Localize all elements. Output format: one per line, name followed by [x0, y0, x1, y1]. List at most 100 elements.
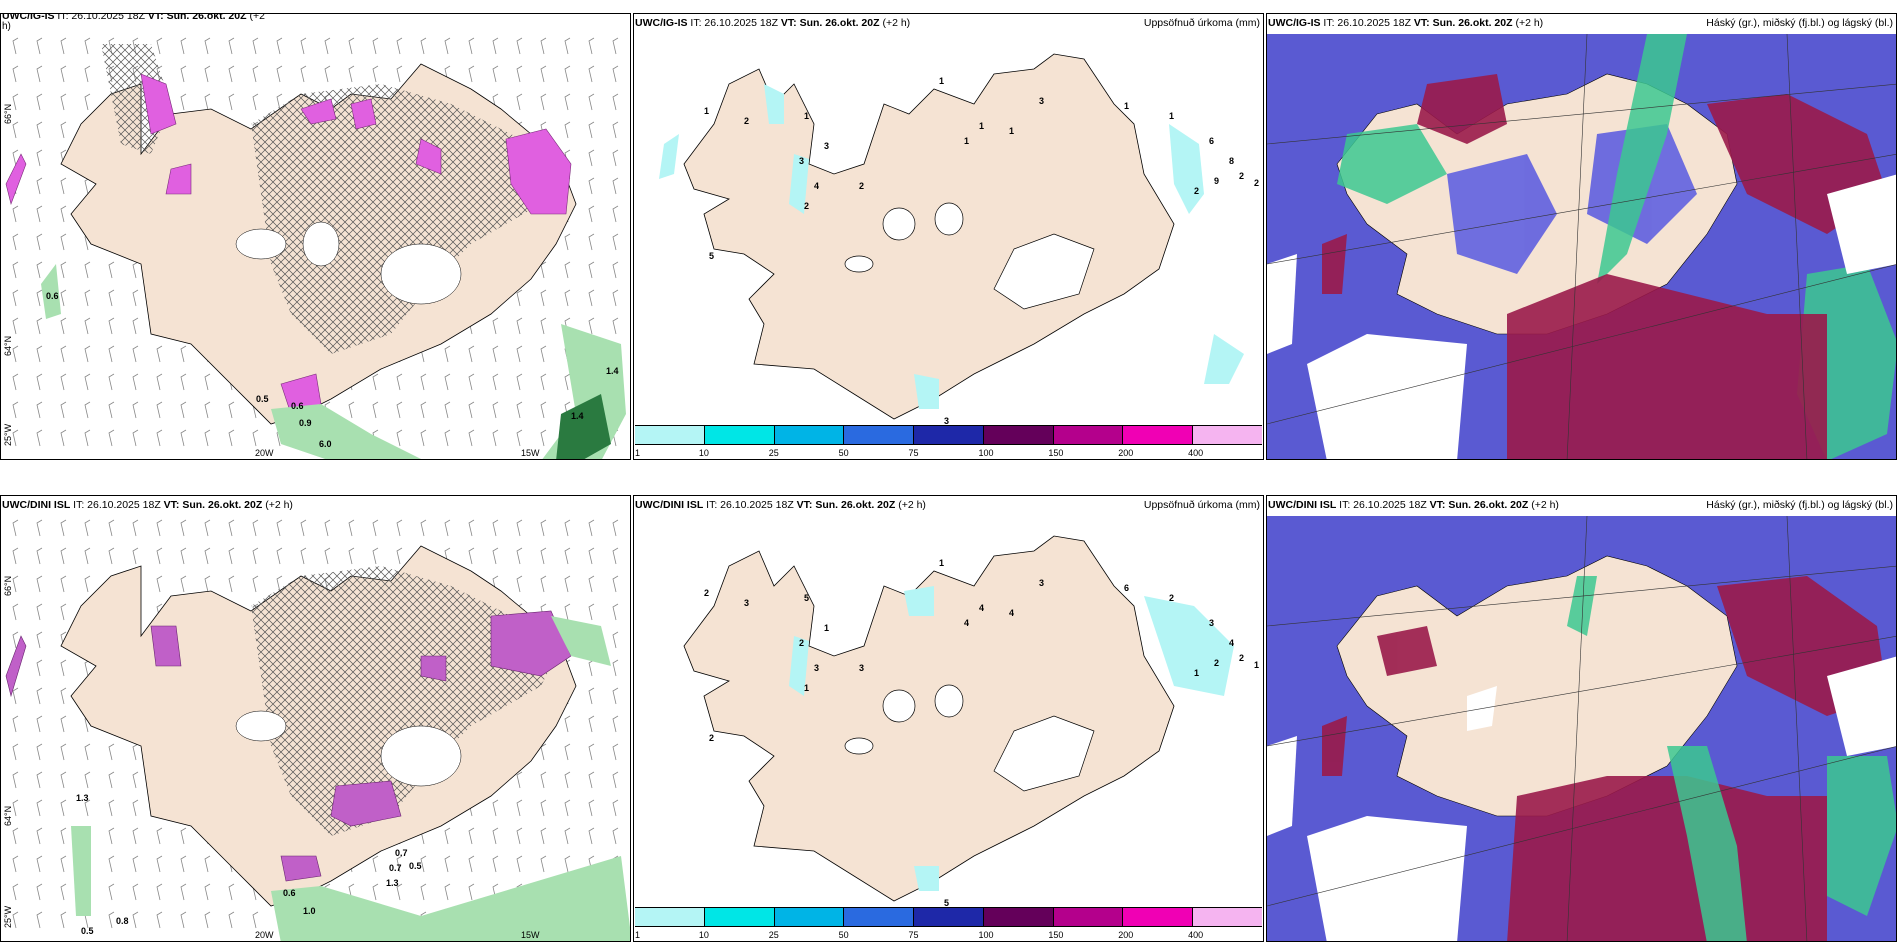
- wind-barb: [84, 743, 91, 761]
- wind-barb: [516, 827, 523, 845]
- wind-barb: [60, 177, 67, 195]
- wind-barb: [588, 743, 595, 761]
- wind-barb: [36, 855, 43, 873]
- wind-barb: [12, 289, 19, 307]
- wind-barb: [36, 799, 43, 817]
- wind-barb: [420, 37, 427, 55]
- precip-amount-label: 1: [939, 76, 944, 86]
- wind-barb: [84, 799, 91, 817]
- wind-barb: [564, 65, 571, 83]
- wind-barb: [60, 37, 67, 55]
- wind-barb: [588, 771, 595, 789]
- wind-barb: [36, 345, 43, 363]
- wind-barb: [108, 911, 115, 929]
- wind-barb: [156, 401, 163, 419]
- wind-barb: [12, 911, 19, 929]
- colorbar-tick: 75: [908, 930, 919, 940]
- wind-barb: [516, 289, 523, 307]
- wind-barb: [540, 855, 547, 873]
- accum-precip-map: 121343221111311262892534: [659, 53, 1259, 436]
- wind-barb: [564, 519, 571, 537]
- wind-barb: [252, 519, 259, 537]
- colorbar-tick: 50: [838, 448, 849, 458]
- wind-barb: [612, 659, 619, 677]
- precip-amount-label: 2: [1239, 171, 1244, 181]
- valid-time: VT: Sun. 26.okt. 20Z: [1429, 499, 1529, 511]
- wind-barb: [36, 771, 43, 789]
- wind-barb: [12, 261, 19, 279]
- wind-barb: [60, 715, 67, 733]
- svg-text:0.7: 0.7: [395, 848, 408, 858]
- colorbar-swatch: [774, 426, 845, 444]
- wind-barb: [372, 855, 379, 873]
- wind-barb: [84, 289, 91, 307]
- precip-amount-label: 3: [814, 663, 819, 673]
- wind-barb: [516, 345, 523, 363]
- wind-barb: [588, 93, 595, 111]
- init-time: IT: 26.10.2025 18Z: [1339, 499, 1427, 511]
- precip-amount-label: 5: [804, 593, 809, 603]
- wind-barb: [492, 65, 499, 83]
- wind-barb: [444, 827, 451, 845]
- lat-label-66: 66°N: [3, 103, 13, 124]
- precip-amount-label: 1: [704, 106, 709, 116]
- init-time: IT: 26.10.2025 18Z: [1323, 17, 1411, 29]
- wind-barb: [612, 575, 619, 593]
- wind-barb: [564, 743, 571, 761]
- wind-barb: [180, 547, 187, 565]
- wind-barb: [612, 149, 619, 167]
- wind-barb: [36, 631, 43, 649]
- wind-barb: [612, 519, 619, 537]
- precip-amount-label: 1: [1254, 660, 1259, 670]
- wind-barb: [108, 519, 115, 537]
- wind-barb: [540, 547, 547, 565]
- wind-barb: [564, 603, 571, 621]
- wind-barb: [588, 519, 595, 537]
- wind-barb: [108, 883, 115, 901]
- wind-barb: [588, 317, 595, 335]
- wind-barb: [612, 233, 619, 251]
- wind-barb: [588, 799, 595, 817]
- wind-barb: [84, 93, 91, 111]
- wind-barb: [396, 519, 403, 537]
- colorbar-swatch: [983, 908, 1054, 926]
- wind-barb: [228, 911, 235, 929]
- wind-barb: [564, 575, 571, 593]
- wind-barb: [276, 93, 283, 111]
- wind-barb: [564, 547, 571, 565]
- wind-barb: [516, 93, 523, 111]
- svg-text:0.5: 0.5: [409, 861, 422, 871]
- parameter-title: Uppsöfnuð úrkoma (mm): [1143, 17, 1260, 29]
- wind-barb: [372, 37, 379, 55]
- wind-barb: [348, 65, 355, 83]
- wind-barb: [612, 771, 619, 789]
- wind-barb: [324, 37, 331, 55]
- wind-barb: [468, 883, 475, 901]
- valid-time: VT: Sun. 26.okt. 20Z: [796, 499, 896, 511]
- wind-barb: [300, 519, 307, 537]
- colorbar-tick: 1: [635, 448, 641, 458]
- wind-barb: [180, 575, 187, 593]
- wind-barb: [36, 93, 43, 111]
- wind-barb: [132, 855, 139, 873]
- wind-barb: [12, 37, 19, 55]
- wind-barb: [612, 603, 619, 621]
- wind-barb: [540, 771, 547, 789]
- wind-barb: [612, 799, 619, 817]
- iceland-land: [683, 53, 1175, 420]
- wind-barb: [588, 233, 595, 251]
- wind-barb: [564, 855, 571, 873]
- wind-barb: [36, 743, 43, 761]
- wind-barb: [228, 37, 235, 55]
- wind-barb: [132, 429, 139, 447]
- precip-amount-label: 1: [1194, 668, 1199, 678]
- wind-barb: [492, 345, 499, 363]
- precip-amounts: 235132131444362132421253: [704, 558, 1259, 918]
- wind-barb: [108, 401, 115, 419]
- wind-barb: [516, 519, 523, 537]
- colorbar-swatch: [635, 426, 705, 444]
- wind-barb: [348, 519, 355, 537]
- lon-label-25: 25°W: [3, 905, 13, 928]
- wind-barb: [36, 547, 43, 565]
- wind-barb: [516, 429, 523, 447]
